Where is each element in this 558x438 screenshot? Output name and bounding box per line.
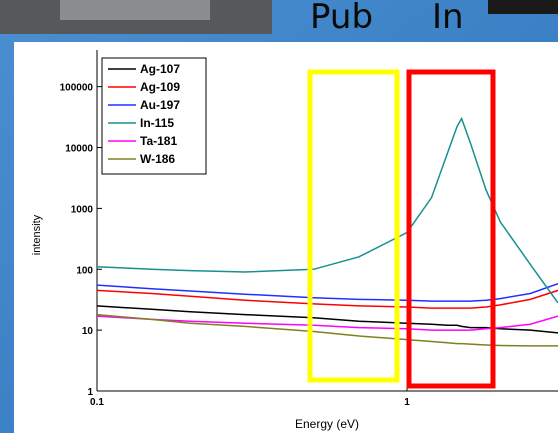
y-tick-label: 1000 xyxy=(71,204,94,215)
photo-highlight xyxy=(60,0,210,20)
legend-label: Ag-109 xyxy=(140,80,180,94)
dark-block xyxy=(488,0,558,14)
y-tick-label: 10000 xyxy=(65,144,93,155)
x-axis-label: Energy (eV) xyxy=(295,417,359,431)
legend-label: Ag-107 xyxy=(140,62,180,76)
chart-area xyxy=(14,42,558,433)
y-tick-label: 1 xyxy=(87,387,93,398)
y-tick-label: 100 xyxy=(76,265,93,276)
legend-box xyxy=(101,57,207,175)
legend-label: Au-197 xyxy=(140,98,180,112)
highlight-box xyxy=(406,69,496,389)
header-word: Pub xyxy=(310,0,373,37)
legend-label: W-186 xyxy=(140,152,175,166)
legend-label: In-115 xyxy=(140,116,174,130)
x-tick-label: 1 xyxy=(404,397,410,408)
y-tick-label: 10 xyxy=(82,326,94,337)
y-axis-label: intensity xyxy=(31,214,43,255)
header-word: In xyxy=(432,0,464,37)
x-tick-label: 0.1 xyxy=(90,397,104,408)
y-tick-label: 100000 xyxy=(60,83,94,94)
highlight-box xyxy=(307,69,400,383)
legend-label: Ta-181 xyxy=(140,134,177,148)
